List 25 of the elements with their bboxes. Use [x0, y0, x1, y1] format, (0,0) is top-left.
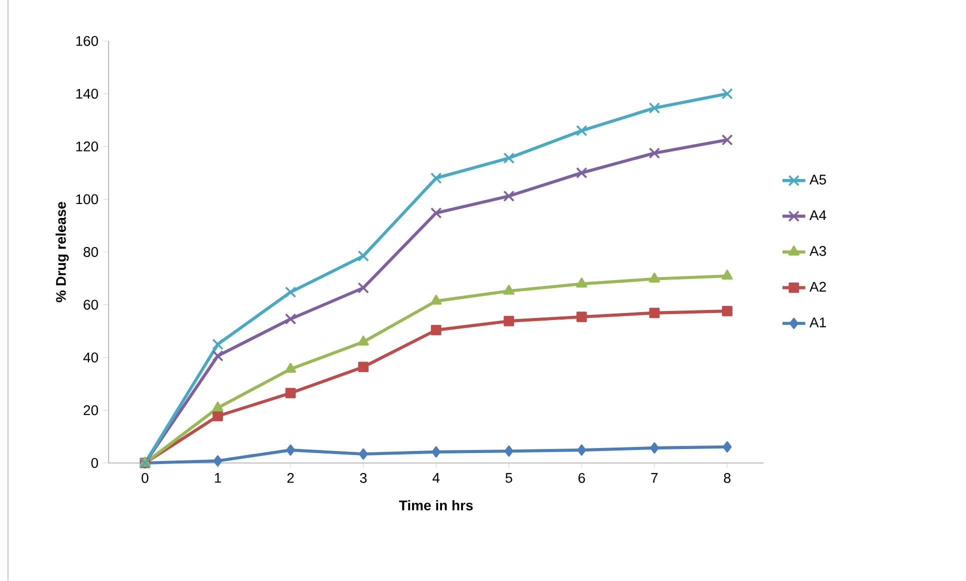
y-axis-title: % Drug release — [56, 202, 69, 302]
x-tick-label: 1 — [214, 473, 221, 483]
x-tick-label: 6 — [578, 473, 585, 483]
legend-label: A5 — [809, 174, 826, 185]
y-tick-label: 60 — [84, 300, 98, 310]
x-tick-label: 3 — [360, 473, 367, 483]
x-tick-label: 8 — [724, 473, 730, 483]
legend-label: A2 — [809, 282, 826, 292]
y-tick-label: 20 — [84, 405, 98, 416]
legend-label: A3 — [809, 246, 826, 256]
y-tick-label: 160 — [76, 36, 98, 46]
legend-label: A1 — [809, 318, 826, 328]
y-tick-label: 140 — [76, 88, 98, 99]
x-axis-title: Time in hrs — [399, 500, 473, 510]
y-tick-label: 80 — [84, 247, 98, 257]
y-tick-label: 40 — [83, 352, 98, 362]
x-tick-label: 7 — [651, 473, 658, 483]
y-tick-label: 120 — [76, 142, 98, 152]
y-tick-label: 0 — [91, 458, 98, 468]
y-tick-label: 100 — [76, 194, 98, 204]
x-tick-label: 2 — [287, 473, 294, 483]
x-tick-label: 0 — [142, 473, 148, 483]
x-tick-label: 5 — [506, 473, 512, 483]
x-tick-label: 4 — [432, 473, 440, 483]
legend-label: A4 — [809, 210, 826, 220]
